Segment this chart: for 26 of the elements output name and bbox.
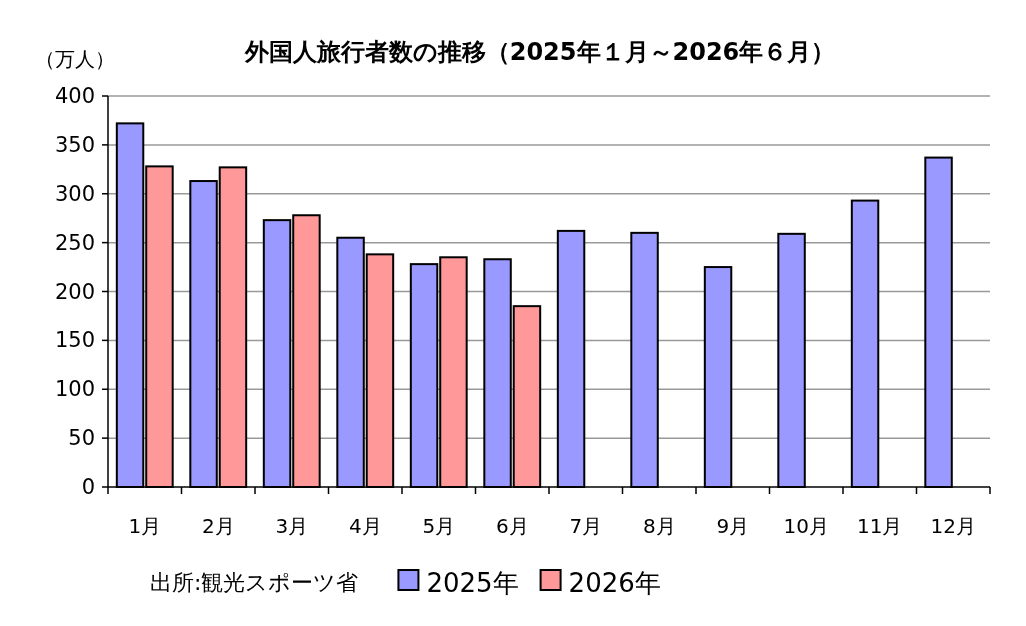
y-tick-label: 150: [54, 328, 95, 353]
x-tick-label: 7月: [569, 514, 603, 538]
x-tick-label: 12月: [930, 514, 976, 538]
legend-label: 2026年: [568, 568, 661, 598]
y-tick-label: 0: [81, 475, 95, 499]
text: 出所:観光スポーツ省: [150, 570, 359, 595]
x-tick-label: 11月: [857, 514, 903, 538]
x-tick-label: 1月: [128, 514, 162, 538]
y-tick-label: 350: [54, 132, 95, 157]
x-tick-label: 6月: [495, 514, 529, 538]
y-tick-label: 300: [54, 181, 95, 206]
x-tick-label: 9月: [716, 514, 750, 538]
y-tick-label: 250: [54, 230, 95, 255]
x-tick-label: 10月: [783, 514, 829, 538]
y-tick-label: 200: [54, 279, 95, 304]
x-tick-label: 2月: [201, 514, 235, 538]
x-tick-label: 8月: [642, 514, 676, 538]
y-tick-label: 50: [68, 426, 95, 451]
chart-title: 外国人旅行者数の推移（2025年１月～2026年６月）: [243, 38, 836, 66]
y-axis-title: （万人）: [35, 47, 115, 71]
legend-label: 2025年: [426, 568, 519, 598]
x-tick-label: 5月: [422, 514, 456, 538]
x-tick-label: 4月: [348, 514, 382, 538]
y-tick-label: 400: [54, 84, 95, 108]
y-tick-label: 100: [54, 377, 95, 402]
x-tick-label: 3月: [275, 514, 309, 538]
